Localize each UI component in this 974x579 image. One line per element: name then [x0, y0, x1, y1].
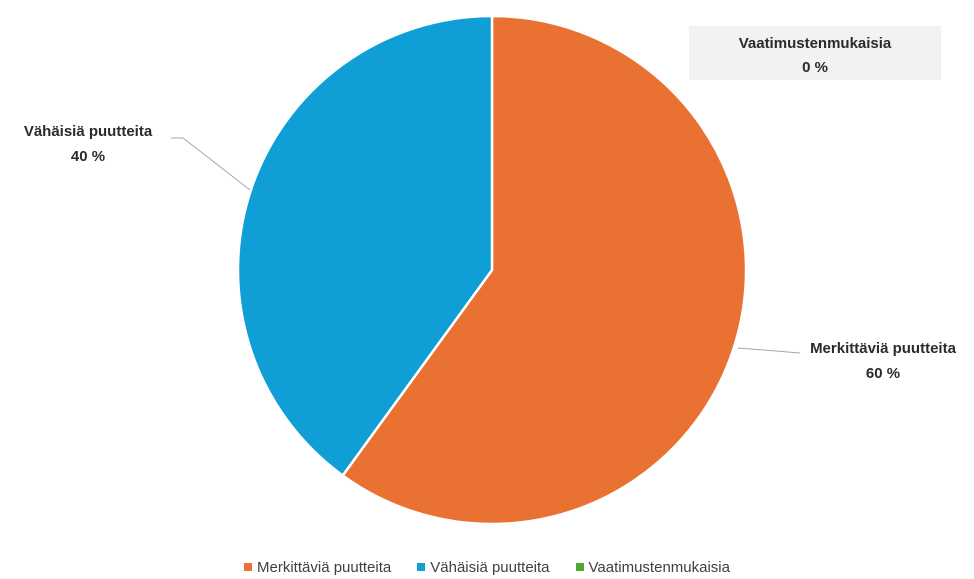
- leader-line-vahaisia-puutteita: [171, 137, 251, 191]
- data-label-name-vaatimustenmukaisia: Vaatimustenmukaisia: [739, 35, 892, 52]
- legend-item-merkittavia: Merkittäviä puutteita: [244, 559, 391, 576]
- pie-slice-vahaisia-puutteita: [236, 14, 494, 477]
- data-label-name-merkittavia-puutteita: Merkittäviä puutteita: [810, 340, 957, 357]
- data-label-value-vaatimustenmukaisia: 0 %: [802, 59, 828, 76]
- legend-swatch-vahaisia: [417, 563, 426, 571]
- legend-item-vaatimustenmukaisia: Vaatimustenmukaisia: [575, 558, 730, 576]
- data-label-box-vaatimustenmukaisia: [689, 26, 941, 80]
- legend-label-vahaisia: Vähäisiä puutteita: [430, 558, 550, 576]
- data-label-name-vahaisia-puutteita: Vähäisiä puutteita: [24, 123, 153, 140]
- legend: Merkittäviä puutteita Vähäisiä puutteita…: [0, 557, 974, 577]
- legend-swatch-vaatimustenmukaisia: [575, 563, 584, 571]
- data-label-value-vahaisia-puutteita: 40 %: [71, 148, 105, 165]
- legend-swatch-merkittavia: [244, 563, 253, 571]
- data-label-value-merkittavia-puutteita: 60 %: [866, 365, 900, 382]
- pie-slice-merkittavia-puutteita: [341, 14, 748, 526]
- legend-label-merkittavia: Merkittäviä puutteita: [257, 558, 392, 576]
- leader-line-merkittavia-puutteita: [737, 347, 801, 354]
- legend-item-vahaisia: Vähäisiä puutteita: [417, 558, 550, 576]
- legend-label-vaatimustenmukaisia: Vaatimustenmukaisia: [588, 558, 730, 576]
